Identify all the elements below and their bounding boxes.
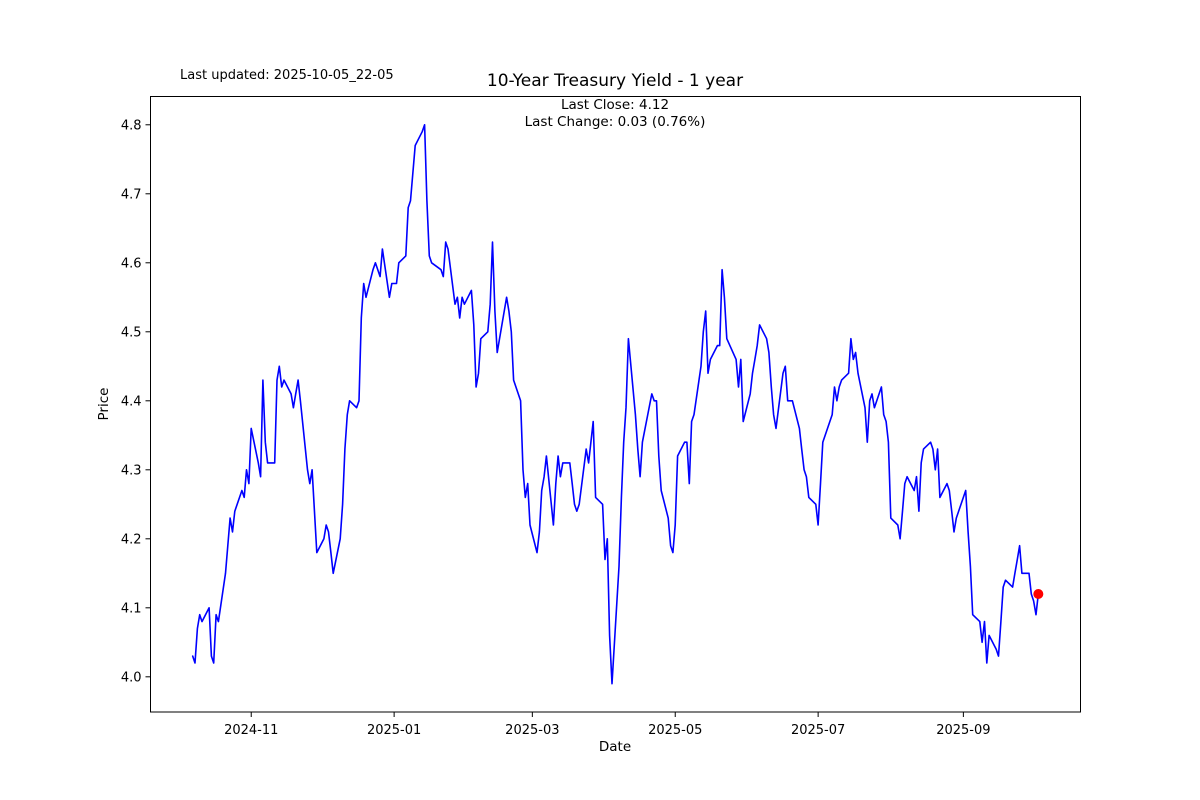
price-line xyxy=(191,124,1040,685)
y-tick-label: 4.5 xyxy=(121,325,142,340)
y-tick-label: 4.3 xyxy=(121,463,142,478)
y-tick-label: 4.2 xyxy=(121,532,142,547)
last-close-annotation: Last Close: 4.12 xyxy=(560,97,670,113)
y-tick-label: 4.8 xyxy=(121,118,142,133)
last-change-annotation: Last Change: 0.03 (0.76%) xyxy=(524,114,706,130)
y-tick-label: 4.1 xyxy=(121,601,142,616)
x-tick-label: 2025-07 xyxy=(791,723,845,738)
y-tick-label: 4.7 xyxy=(121,187,142,202)
y-axis-label: Price xyxy=(96,387,112,421)
x-axis-label: Date xyxy=(598,739,632,755)
last-updated-text: Last updated: 2025-10-05_22-05 xyxy=(180,68,394,83)
x-tick-label: 2025-01 xyxy=(367,723,421,738)
y-tick-label: 4.6 xyxy=(121,256,142,271)
x-tick-label: 2025-05 xyxy=(648,723,702,738)
x-tick-label: 2024-11 xyxy=(224,723,278,738)
y-tick-label: 4.4 xyxy=(121,394,142,409)
x-tick-label: 2025-03 xyxy=(505,723,559,738)
axes-frame xyxy=(150,96,1081,713)
y-tick-label: 4.0 xyxy=(121,670,142,685)
x-tick-label: 2025-09 xyxy=(936,723,990,738)
chart-title: 10-Year Treasury Yield - 1 year xyxy=(486,71,744,91)
last-close-marker xyxy=(1033,589,1044,600)
